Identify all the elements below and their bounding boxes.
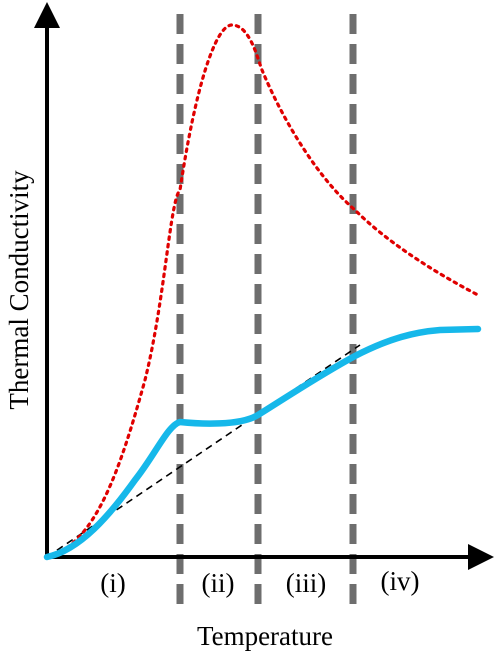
solid-conductivity-curve bbox=[43, 325, 482, 561]
region-label-ii: (ii) bbox=[202, 568, 235, 598]
region-label-i: (i) bbox=[100, 568, 125, 598]
dotted-conductivity-curve bbox=[45, 23, 480, 559]
x-axis-arrow-icon bbox=[468, 544, 494, 570]
region-label-iii: (iii) bbox=[286, 568, 327, 598]
x-axis-title: Temperature bbox=[197, 621, 333, 651]
y-axis-title: Thermal Conductivity bbox=[4, 170, 34, 410]
y-axis-arrow-icon bbox=[34, 2, 60, 28]
region-label-iv: (iv) bbox=[381, 566, 420, 596]
